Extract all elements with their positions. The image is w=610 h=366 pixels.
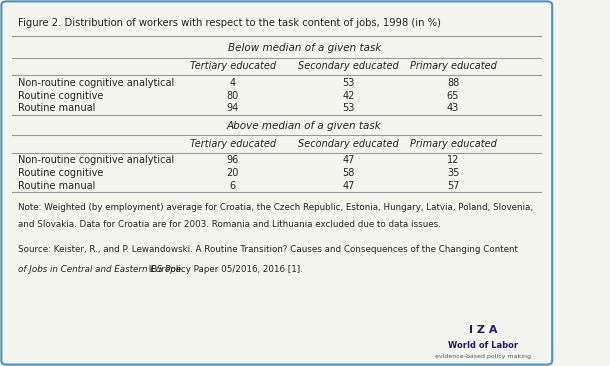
Text: Non-routine cognitive analytical: Non-routine cognitive analytical [18,156,174,165]
Text: 53: 53 [342,103,354,113]
Text: 12: 12 [447,156,459,165]
Text: 47: 47 [342,180,354,191]
Text: 88: 88 [447,78,459,88]
Text: 53: 53 [342,78,354,88]
Text: 96: 96 [226,156,239,165]
Text: Above median of a given task: Above median of a given task [227,120,382,131]
Text: and Slovakia. Data for Croatia are for 2003. Romania and Lithuania excluded due : and Slovakia. Data for Croatia are for 2… [18,220,441,229]
Text: Non-routine cognitive analytical: Non-routine cognitive analytical [18,78,174,88]
Text: 94: 94 [226,103,239,113]
Text: I Z A: I Z A [469,325,498,335]
Text: 6: 6 [229,180,236,191]
Text: evidence-based policy making: evidence-based policy making [436,354,531,359]
Text: 43: 43 [447,103,459,113]
Text: World of Labor: World of Labor [448,341,518,350]
Text: Routine cognitive: Routine cognitive [18,168,103,178]
Text: Routine manual: Routine manual [18,180,95,191]
Text: 35: 35 [447,168,459,178]
Text: Primary educated: Primary educated [409,61,497,71]
Text: of Jobs in Central and Eastern Europe.: of Jobs in Central and Eastern Europe. [18,265,184,274]
Text: 4: 4 [229,78,236,88]
Text: IBS Policy Paper 05/2016, 2016 [1].: IBS Policy Paper 05/2016, 2016 [1]. [146,265,303,274]
Text: 42: 42 [342,91,354,101]
Text: 58: 58 [342,168,354,178]
Text: Routine manual: Routine manual [18,103,95,113]
Text: Primary educated: Primary educated [409,139,497,149]
FancyBboxPatch shape [1,1,552,365]
Text: Tertiary educated: Tertiary educated [190,61,276,71]
Text: Figure 2. Distribution of workers with respect to the task content of jobs, 1998: Figure 2. Distribution of workers with r… [18,18,441,28]
Text: 65: 65 [447,91,459,101]
Text: Note: Weighted (by employment) average for Croatia, the Czech Republic, Estonia,: Note: Weighted (by employment) average f… [18,203,533,212]
Text: 57: 57 [447,180,459,191]
Text: 47: 47 [342,156,354,165]
Text: Secondary educated: Secondary educated [298,139,399,149]
Text: Tertiary educated: Tertiary educated [190,139,276,149]
Text: Source: Keister, R., and P. Lewandowski. A Routine Transition? Causes and Conseq: Source: Keister, R., and P. Lewandowski.… [18,245,518,254]
Text: 20: 20 [226,168,239,178]
Text: 80: 80 [226,91,239,101]
Text: Routine cognitive: Routine cognitive [18,91,103,101]
Text: Below median of a given task: Below median of a given task [228,43,381,53]
Text: Secondary educated: Secondary educated [298,61,399,71]
